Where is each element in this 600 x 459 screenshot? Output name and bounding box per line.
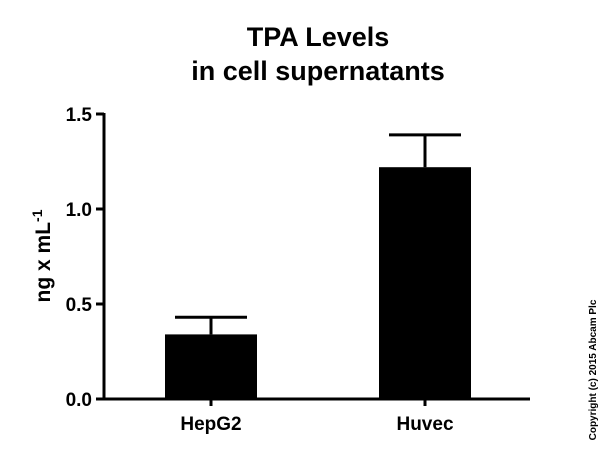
bars — [165, 167, 471, 399]
y-tick-label: 0.0 — [66, 390, 92, 411]
x-tick-label-huvec: Huvec — [396, 414, 453, 435]
y-axis-label: ng x mL-1 — [29, 209, 55, 302]
bar-huvec — [379, 167, 471, 399]
x-tick-label-hepg2: HepG2 — [180, 414, 241, 435]
bar-hepg2 — [165, 334, 257, 399]
chart-title-line-2: in cell supernatants — [191, 56, 445, 86]
y-tick-label: 0.5 — [66, 295, 93, 316]
y-axis-label-superscript: -1 — [29, 209, 45, 222]
copyright-text: Copyright (c) 2015 Abcam Plc — [588, 299, 599, 440]
error-bars — [175, 133, 461, 335]
y-axis-label-group: ng x mL-1 — [29, 209, 55, 302]
y-tick-label: 1.5 — [66, 105, 93, 126]
chart-title-line-1: TPA Levels — [247, 22, 390, 52]
copyright-group: Copyright (c) 2015 Abcam Plc — [588, 299, 599, 440]
x-axis-labels: HepG2 Huvec — [180, 399, 454, 435]
y-axis-label-main: ng x mL — [32, 222, 55, 303]
y-tick-label: 1.0 — [66, 200, 92, 221]
y-axis-ticks: 0.0 0.5 1.0 1.5 — [66, 105, 104, 411]
